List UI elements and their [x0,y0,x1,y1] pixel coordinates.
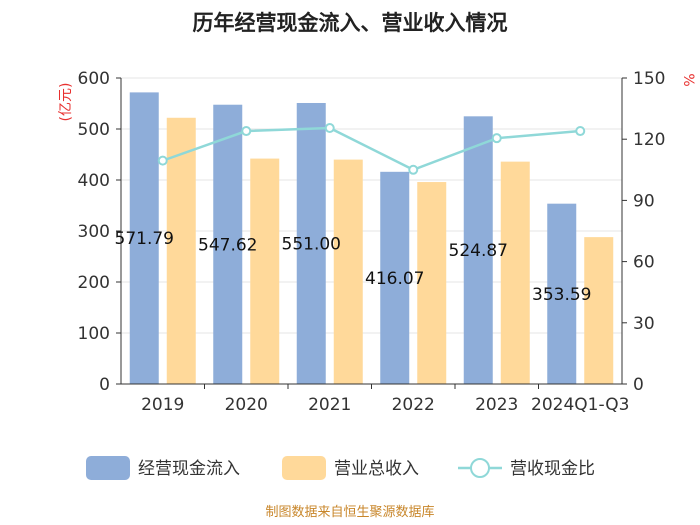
x-tick-label: 2023 [475,395,518,415]
right-tick-label: 150 [633,69,665,89]
right-tick-label: 60 [633,253,655,273]
legend-swatch-revenue [282,456,326,480]
right-tick-label: 120 [633,130,665,150]
bar-cash-inflow [463,116,493,385]
ratio-point [575,126,586,137]
ratio-series-line [162,126,581,172]
bar-cash-inflow [213,104,243,384]
x-tick-label: 2019 [141,395,184,415]
y-axis-label-left: (亿元) [58,83,74,122]
legend-label: 营业总收入 [334,459,419,479]
bar-revenue [333,159,363,384]
ratio-point [157,155,168,166]
x-tick-label: 2022 [392,395,435,415]
bar-revenue [166,117,196,384]
left-tick-label: 200 [78,273,110,293]
bars [129,92,614,385]
right-tick-label: 90 [633,191,655,211]
x-tick-label: 2021 [308,395,351,415]
bar-value-label: 416.07 [365,269,424,289]
ratio-point [408,164,419,175]
legend-label: 营收现金比 [510,459,595,479]
bar-revenue [584,237,614,384]
ratio-point [324,122,335,133]
bar-value-label: 571.79 [115,229,174,249]
left-tick-label: 600 [78,69,110,89]
bar-value-label: 353.59 [532,285,591,305]
left-tick-label: 300 [78,222,110,242]
bar-value-label: 524.87 [449,241,508,261]
bar-revenue [417,182,447,384]
data-labels: 571.79 547.62 551.00 416.07 524.87 353.59 [115,229,592,305]
bar-revenue [250,158,280,384]
source-note: 制图数据来自恒生聚源数据库 [265,504,434,520]
left-tick-label: 500 [78,120,110,140]
ratio-point [491,133,502,144]
right-tick-label: 30 [633,314,655,334]
legend-line-marker [470,458,490,478]
right-tick-label: 0 [633,375,644,395]
left-tick-label: 400 [78,171,110,191]
axes: 0 100 200 300 400 500 600 0 30 60 90 120 150 2019 2020… [78,69,666,415]
bar-cash-inflow [296,102,326,385]
legend-swatch-cash-inflow [86,456,130,480]
bar-value-label: 547.62 [198,235,257,255]
ratio-point [241,126,252,137]
bar-revenue [500,161,530,384]
left-tick-label: 100 [78,324,110,344]
bar-cash-inflow [547,203,577,384]
left-tick-label: 0 [99,375,110,395]
bar-cash-inflow [380,171,410,384]
chart-title: 历年经营现金流入、营业收入情况 [193,11,508,35]
x-tick-label: 2020 [225,395,268,415]
legend-label: 经营现金流入 [138,459,240,479]
bar-cash-inflow [129,92,159,385]
x-tick-label: 2024Q1-Q3 [531,395,629,415]
gridlines [121,77,622,334]
bar-value-label: 551.00 [282,234,341,254]
y-axis-label-right: % [680,73,696,86]
legend: 经营现金流入 营业总收入 营收现金比 [86,456,595,480]
ratio-line [157,122,586,175]
